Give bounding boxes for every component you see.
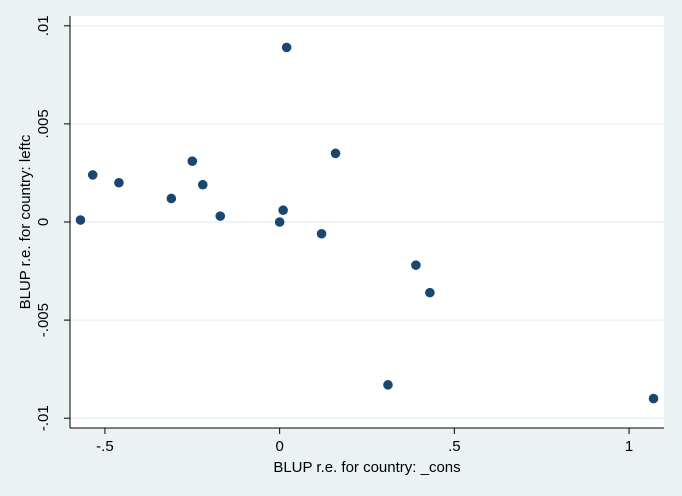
data-point-3 [87, 170, 98, 180]
data-point-15 [648, 393, 659, 404]
y-tick-label-0: .01 [35, 15, 52, 36]
y-tick-label-4: -.01 [35, 405, 52, 431]
data-points [75, 42, 659, 404]
tick-labels: .01 .005 0 -.005 -.01 -.5 0 .5 1 [35, 15, 633, 455]
data-point-2 [187, 156, 198, 166]
data-point-7 [215, 211, 226, 221]
data-point-1 [330, 148, 341, 159]
x-tick-label-3: 1 [625, 438, 633, 455]
data-point-12 [411, 260, 421, 270]
x-tick-label-2: .5 [448, 438, 461, 455]
y-axis-title: BLUP r.e. for country: leftc [17, 134, 34, 309]
y-tick-label-1: .005 [35, 109, 52, 138]
grid-lines [70, 25, 664, 419]
data-point-11 [316, 228, 327, 239]
x-tick-label-0: -.5 [96, 438, 114, 455]
y-tick-label-2: 0 [35, 218, 52, 226]
data-point-9 [278, 205, 288, 216]
data-point-0 [281, 42, 292, 53]
data-point-6 [166, 193, 177, 204]
x-tick-label-1: 0 [275, 438, 283, 455]
y-tick-label-3: -.005 [35, 303, 52, 337]
data-point-13 [425, 287, 435, 298]
data-point-8 [75, 215, 86, 225]
x-axis-title: BLUP r.e. for country: _cons [273, 459, 460, 476]
data-point-10 [274, 217, 285, 227]
data-point-4 [114, 177, 124, 188]
data-point-14 [383, 380, 393, 390]
data-point-5 [197, 179, 208, 190]
